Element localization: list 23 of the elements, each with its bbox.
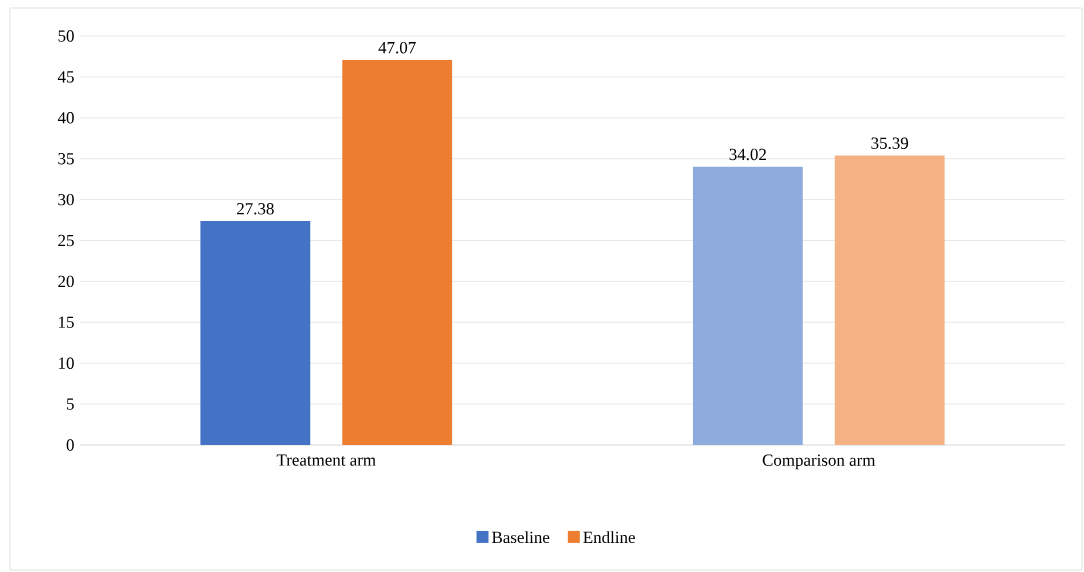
y-tick-label: 50 (58, 30, 74, 42)
data-label: 27.38 (237, 203, 274, 215)
y-tick-label: 25 (58, 234, 74, 247)
x-tick-label: Treatment arm (276, 454, 376, 466)
y-tick-label: 35 (58, 153, 74, 165)
data-label: 35.39 (871, 137, 909, 149)
legend-label: Baseline (491, 531, 550, 544)
bar (200, 221, 311, 445)
y-tick-label: 20 (58, 275, 74, 288)
y-tick-label: 30 (58, 193, 74, 206)
y-tick-label: 15 (59, 316, 74, 328)
y-tick-label: 0 (66, 439, 74, 451)
y-tick-label: 45 (57, 71, 74, 83)
bar (834, 155, 945, 445)
y-tick-label: 10 (59, 357, 74, 369)
data-label: 47.07 (378, 41, 416, 54)
bar (342, 59, 453, 445)
data-label: 34.02 (729, 148, 766, 161)
y-tick-label: 40 (57, 112, 74, 124)
y-tick-label: 5 (67, 398, 74, 410)
legend-label: Endline (583, 531, 635, 544)
x-tick-label: Comparison arm (762, 454, 876, 470)
bar (692, 166, 803, 445)
